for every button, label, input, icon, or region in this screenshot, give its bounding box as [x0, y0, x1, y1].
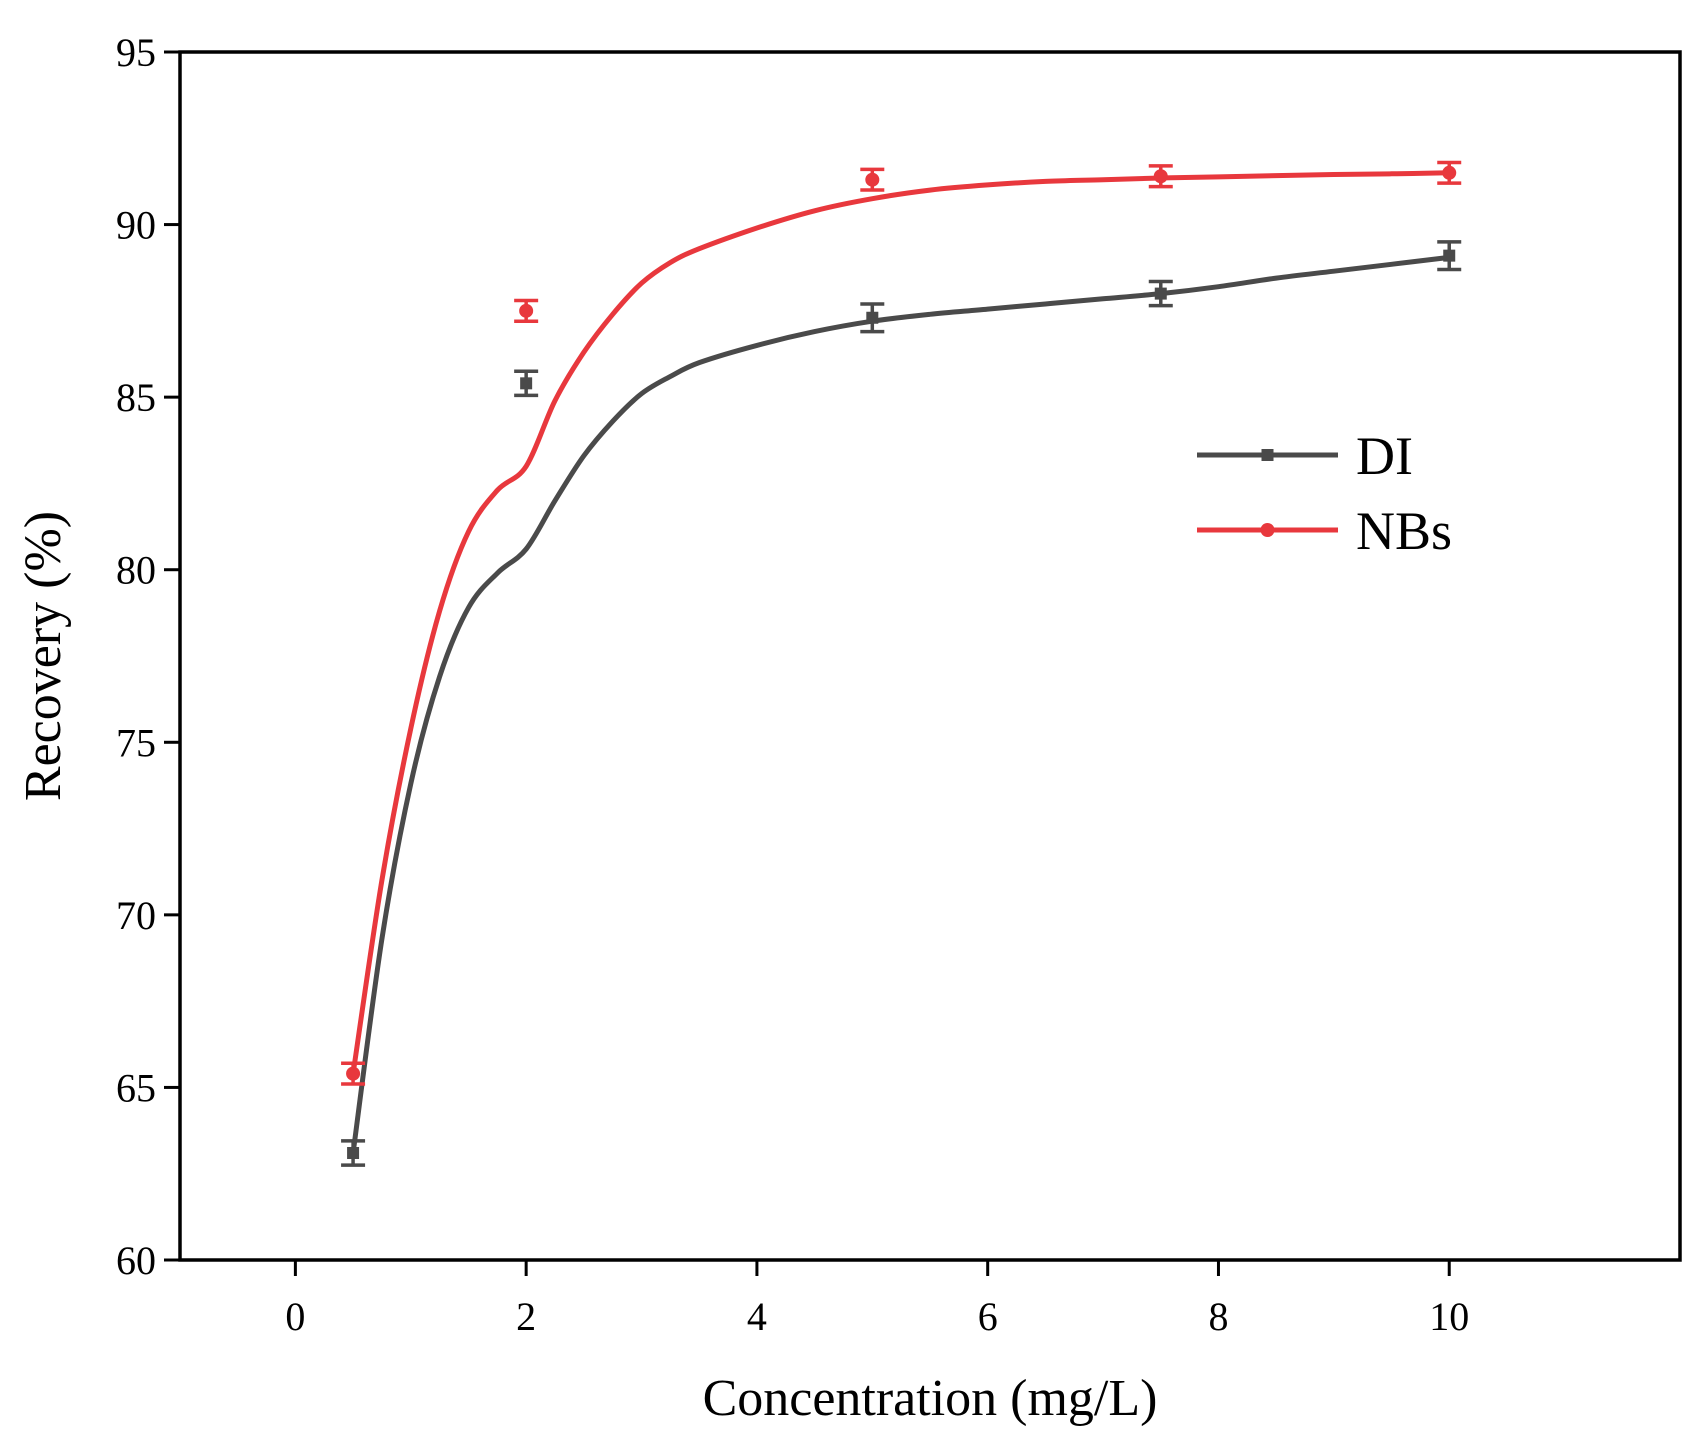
data-point-nbs — [865, 172, 880, 187]
x-tick-label: 8 — [1208, 1294, 1228, 1339]
data-point-nbs — [1153, 169, 1168, 184]
x-tick-label: 2 — [516, 1294, 536, 1339]
x-tick-label: 0 — [285, 1294, 305, 1339]
data-point-di — [520, 377, 533, 390]
x-tick-label: 10 — [1429, 1294, 1469, 1339]
data-point-nbs — [346, 1066, 361, 1081]
legend-marker-nbs — [1260, 523, 1275, 537]
y-tick-label: 90 — [116, 203, 156, 248]
legend-marker-di — [1261, 449, 1274, 461]
x-tick-label: 4 — [747, 1294, 767, 1339]
y-axis-title: Recovery (%) — [15, 511, 72, 801]
legend-label-di: DI — [1356, 426, 1413, 486]
data-point-di — [1443, 249, 1456, 262]
x-axis-title: Concentration (mg/L) — [703, 1370, 1158, 1427]
fit-curve-di — [350, 254, 1450, 1154]
data-point-di — [866, 311, 879, 324]
y-tick-label: 60 — [116, 1238, 156, 1283]
y-tick-label: 85 — [116, 375, 156, 420]
data-point-di — [1154, 287, 1167, 300]
plot-frame — [178, 50, 1682, 1262]
y-tick-label: 95 — [116, 30, 156, 75]
data-point-di — [347, 1147, 360, 1160]
y-tick-label: 70 — [116, 893, 156, 938]
y-tick-label: 75 — [116, 720, 156, 765]
legend-label-nbs: NBs — [1356, 501, 1452, 561]
y-tick-label: 65 — [116, 1065, 156, 1110]
axes-layer: 0 2 4 6 8 10 60 65 70 75 80 85 90 95 — [116, 30, 1469, 1339]
data-point-nbs — [519, 303, 534, 318]
x-tick-label: 6 — [978, 1294, 998, 1339]
plot-layer — [341, 160, 1462, 1167]
legend: DI NBs — [1197, 426, 1452, 561]
y-tick-label: 80 — [116, 548, 156, 593]
fit-curve-nbs — [350, 170, 1450, 1074]
data-point-nbs — [1442, 165, 1457, 180]
